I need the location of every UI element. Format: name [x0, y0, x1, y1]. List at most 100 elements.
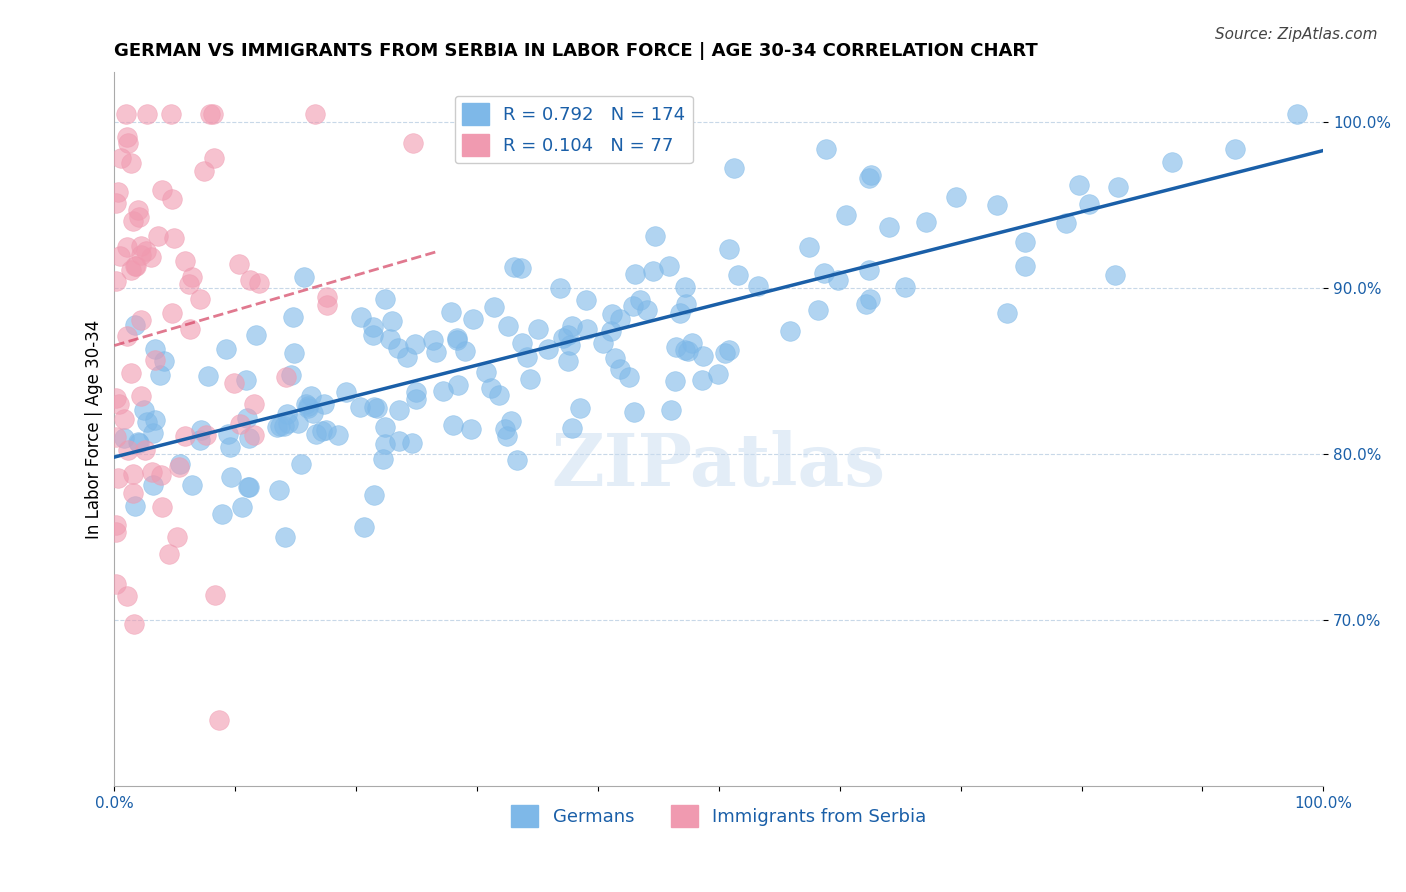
Point — [198, 107, 221, 121]
Point — [371, 452, 394, 467]
Point — [269, 418, 291, 433]
Point — [600, 307, 623, 321]
Point — [150, 183, 173, 197]
Point — [422, 333, 444, 347]
Point — [105, 524, 128, 539]
Point — [127, 434, 149, 449]
Point — [208, 713, 231, 727]
Point — [117, 328, 139, 343]
Point — [301, 406, 323, 420]
Point — [297, 401, 319, 415]
Point — [349, 400, 371, 414]
Point — [894, 280, 917, 294]
Point — [169, 457, 191, 471]
Point — [1054, 216, 1077, 230]
Point — [112, 411, 135, 425]
Point — [557, 353, 579, 368]
Point — [107, 471, 129, 485]
Point — [121, 485, 143, 500]
Point — [287, 416, 309, 430]
Point — [305, 426, 328, 441]
Point — [496, 319, 519, 334]
Point — [502, 260, 524, 274]
Point — [312, 397, 335, 411]
Point — [827, 273, 849, 287]
Point — [160, 192, 183, 206]
Point — [148, 228, 170, 243]
Point — [723, 161, 745, 175]
Point — [127, 203, 149, 218]
Point — [807, 302, 830, 317]
Point — [297, 399, 319, 413]
Point — [374, 436, 396, 450]
Point — [142, 478, 165, 492]
Point — [440, 305, 463, 319]
Point — [537, 342, 560, 356]
Point — [174, 254, 197, 268]
Point — [718, 242, 741, 256]
Y-axis label: In Labor Force | Age 30-34: In Labor Force | Age 30-34 — [86, 320, 103, 539]
Text: Source: ZipAtlas.com: Source: ZipAtlas.com — [1215, 27, 1378, 42]
Point — [860, 169, 883, 183]
Point — [128, 435, 150, 450]
Point — [292, 269, 315, 284]
Point — [108, 397, 131, 411]
Point — [527, 322, 550, 336]
Point — [135, 107, 157, 121]
Point — [281, 310, 304, 324]
Point — [1067, 178, 1090, 192]
Point — [659, 403, 682, 417]
Point — [167, 459, 190, 474]
Point — [112, 431, 135, 445]
Point — [877, 219, 900, 234]
Point — [374, 292, 396, 306]
Point — [815, 142, 838, 156]
Point — [446, 333, 468, 347]
Point — [548, 281, 571, 295]
Point — [718, 343, 741, 358]
Point — [859, 293, 882, 307]
Point — [561, 318, 583, 333]
Point — [1078, 197, 1101, 211]
Point — [673, 280, 696, 294]
Point — [143, 413, 166, 427]
Point — [561, 421, 583, 435]
Point — [129, 389, 152, 403]
Point — [353, 520, 375, 534]
Point — [495, 429, 517, 443]
Point — [1285, 107, 1308, 121]
Point — [104, 577, 127, 591]
Point — [669, 306, 692, 320]
Point — [204, 151, 226, 165]
Point — [181, 270, 204, 285]
Point — [510, 335, 533, 350]
Point — [914, 215, 936, 229]
Point — [813, 266, 835, 280]
Point — [460, 422, 482, 436]
Point — [105, 391, 128, 405]
Point — [124, 500, 146, 514]
Point — [124, 617, 146, 632]
Point — [499, 414, 522, 428]
Point — [139, 250, 162, 264]
Point — [143, 342, 166, 356]
Point — [707, 367, 730, 381]
Point — [197, 368, 219, 383]
Point — [463, 311, 485, 326]
Point — [395, 351, 418, 365]
Point — [479, 381, 502, 395]
Point — [115, 589, 138, 603]
Point — [673, 343, 696, 357]
Point — [110, 151, 132, 165]
Point — [986, 197, 1008, 211]
Point — [104, 517, 127, 532]
Point — [235, 373, 257, 387]
Point — [135, 244, 157, 258]
Point — [222, 376, 245, 391]
Point — [575, 322, 598, 336]
Point — [117, 443, 139, 458]
Point — [166, 530, 188, 544]
Text: GERMAN VS IMMIGRANTS FROM SERBIA IN LABOR FORCE | AGE 30-34 CORRELATION CHART: GERMAN VS IMMIGRANTS FROM SERBIA IN LABO… — [114, 42, 1038, 60]
Point — [361, 328, 384, 343]
Point — [276, 408, 298, 422]
